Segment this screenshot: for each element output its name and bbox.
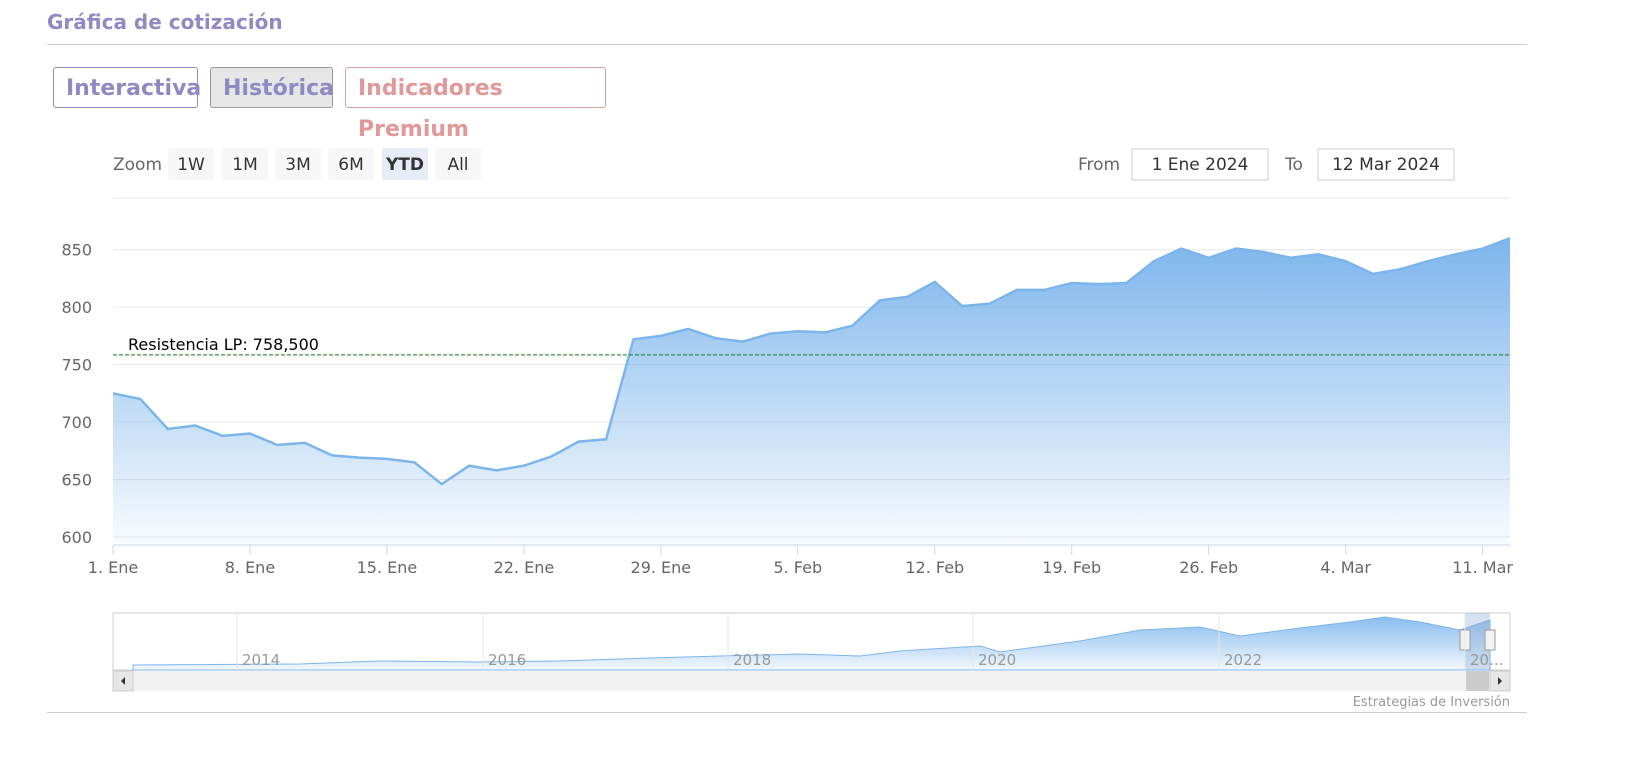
to-label: To <box>1284 155 1303 175</box>
from-label: From <box>1078 155 1120 175</box>
divider <box>47 712 1527 713</box>
from-input[interactable] <box>1131 148 1269 181</box>
zoom-button[interactable] <box>168 148 214 180</box>
x-tick-label: 5. Feb <box>773 558 822 577</box>
navigator-label: 2022 <box>1224 651 1262 669</box>
x-tick-label: 12. Feb <box>905 558 964 577</box>
section-title: Gráfica de cotización <box>47 10 283 34</box>
divider <box>47 44 1527 45</box>
to-input[interactable] <box>1317 148 1455 181</box>
resistance-label: Resistencia LP: 758,500 <box>128 335 319 354</box>
from-value: 1 Ene 2024 <box>1152 155 1249 175</box>
to-value: 12 Mar 2024 <box>1332 155 1440 175</box>
arrow <box>121 677 125 685</box>
x-tick-label: 8. Ene <box>225 558 275 577</box>
y-tick-label: 850 <box>61 241 92 260</box>
tab[interactable]: Interactiva <box>53 67 201 108</box>
zoom-button[interactable] <box>328 148 374 180</box>
navigator-label: 2016 <box>488 651 526 669</box>
zoom-button-label: 1W <box>177 155 205 175</box>
zoom-button-label: 6M <box>338 155 363 175</box>
x-tick-label: 29. Ene <box>631 558 692 577</box>
y-tick-label: 700 <box>61 413 92 432</box>
x-tick-label: 22. Ene <box>494 558 555 577</box>
x-tick-label: 19. Feb <box>1042 558 1101 577</box>
x-tick-label: 15. Ene <box>357 558 418 577</box>
y-tick-label: 600 <box>61 528 92 547</box>
tab[interactable]: Indicadores Premium <box>345 67 606 142</box>
arrow <box>1498 677 1502 685</box>
zoom-button-label: All <box>447 155 468 175</box>
scroll-thumb[interactable] <box>1466 671 1489 691</box>
tab[interactable]: Histórica <box>210 67 334 108</box>
zoom-button[interactable] <box>435 148 481 180</box>
x-tick-label: 26. Feb <box>1179 558 1238 577</box>
x-tick-label: 11. Mar <box>1452 558 1513 577</box>
handle[interactable] <box>1484 629 1496 651</box>
area-fill <box>113 238 1510 546</box>
navigator-label: 2018 <box>733 651 771 669</box>
zoom-button-label: 1M <box>232 155 257 175</box>
y-tick-label: 800 <box>61 298 92 317</box>
navigator-label: 2014 <box>242 651 280 669</box>
x-tick-label: 1. Ene <box>88 558 138 577</box>
navigator-label: 2020 <box>978 651 1016 669</box>
zoom-button-label: YTD <box>385 155 424 175</box>
y-tick-label: 650 <box>61 471 92 490</box>
x-tick-label: 4. Mar <box>1320 558 1371 577</box>
credits: Estrategias de Inversión <box>1353 695 1510 710</box>
line <box>112 237 1511 486</box>
zoom-button[interactable] <box>222 148 268 180</box>
navigator: 2014 2016 2018 2020 2022 20... <box>112 612 1511 692</box>
y-tick-label: 750 <box>61 356 92 375</box>
navigator-label: 20... <box>1470 651 1503 669</box>
zoom-button-label: 3M <box>285 155 310 175</box>
scrollbar[interactable] <box>113 671 1510 691</box>
zoom-button[interactable] <box>275 148 321 180</box>
zoom-label: Zoom <box>113 155 162 175</box>
zoom-button[interactable] <box>382 148 428 180</box>
